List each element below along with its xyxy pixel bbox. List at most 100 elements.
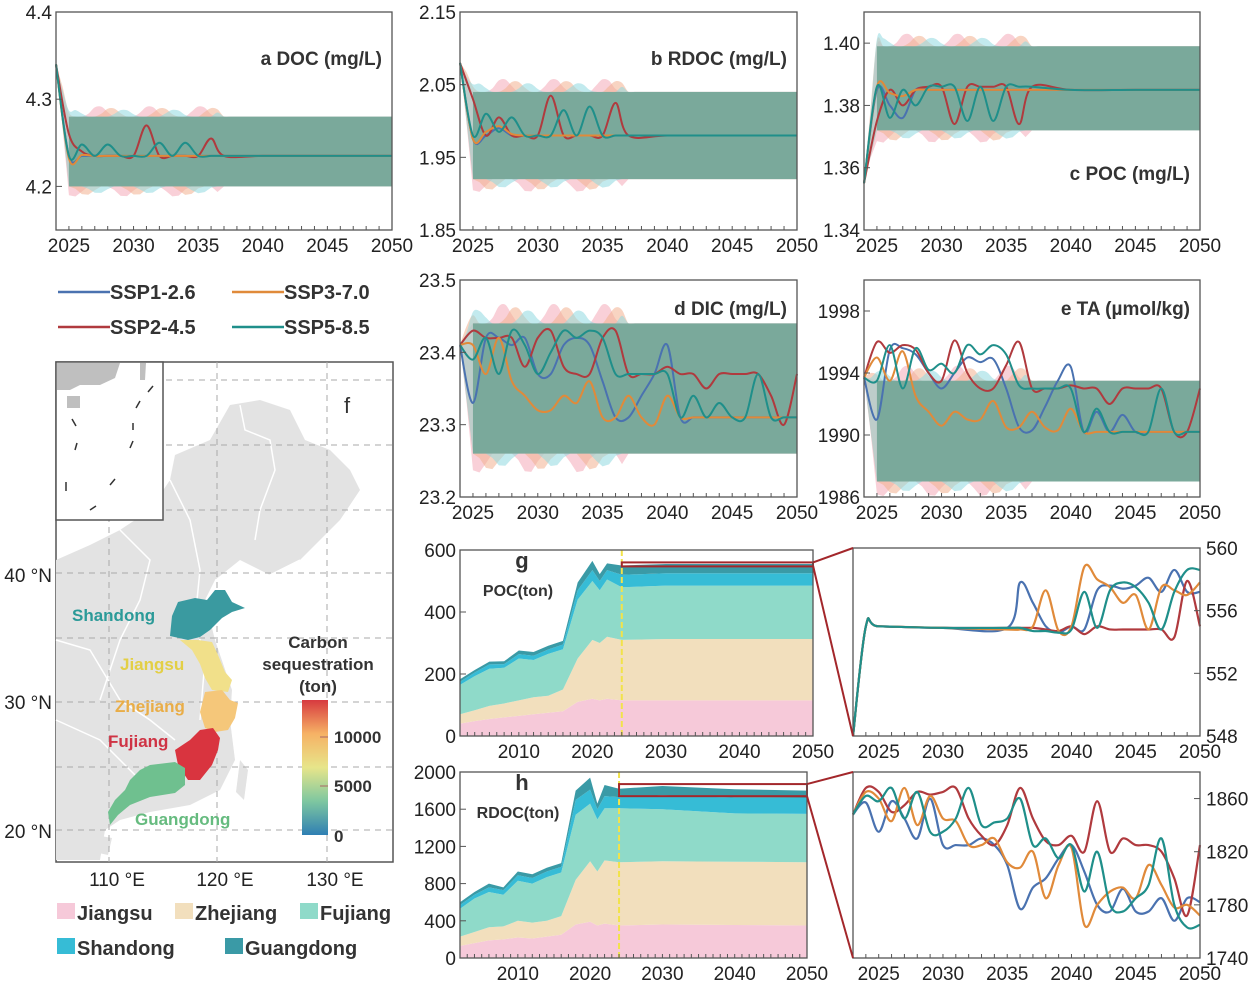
x-tick-label: 2045 — [306, 236, 348, 257]
y-tick-label: 4.3 — [26, 90, 52, 111]
x-tick-label: 2050 — [1179, 503, 1221, 524]
area-fujiang — [460, 579, 813, 715]
panel-ylabel: POC(ton) — [483, 583, 553, 600]
panel-f-label: f — [344, 393, 351, 418]
x-tick-label: 2040 — [718, 742, 760, 763]
x-tick-label: 2025 — [452, 503, 494, 524]
legend-label-zhejiang: Zhejiang — [195, 903, 277, 925]
colorbar — [302, 700, 328, 835]
x-tick-label: 2030 — [517, 236, 559, 257]
y-tick-label: 1986 — [818, 488, 860, 509]
area-jiangsu — [460, 698, 813, 736]
series-line-ssp1-2.6 — [851, 568, 1201, 737]
y-tick-label: 1860 — [1206, 790, 1248, 811]
series-line-ssp5-8.5 — [55, 64, 392, 161]
series-line-ssp1-2.6 — [852, 797, 1201, 922]
y-tick-label: 556 — [1206, 602, 1238, 623]
series-line-ssp2-4.5 — [863, 82, 1200, 184]
label-jiangsu: Jiangsu — [120, 655, 184, 674]
x-tick-label: 2020 — [569, 964, 611, 985]
inset-taiwan — [140, 363, 146, 380]
x-tick-label: 2035 — [581, 503, 623, 524]
y-tick-label: 4.4 — [26, 3, 53, 24]
x-tick-label: 2045 — [1114, 236, 1156, 257]
x-tick-label: 2035 — [985, 503, 1027, 524]
x-tick-label: 2045 — [1115, 964, 1157, 985]
x-tick-label: 2045 — [1114, 503, 1156, 524]
panel-h-rdoc-ton: 2010 2020 2030 2040 2050 0 400 800 1200 1600 2000 h… — [414, 763, 828, 985]
x-tick-label: 2050 — [1179, 742, 1221, 763]
x-tick-label: 2050 — [371, 236, 413, 257]
x-tick-label: 2010 — [497, 964, 539, 985]
y-tick-label: 2.05 — [419, 76, 456, 97]
plot-frame — [852, 547, 1201, 737]
x-tick-label: 2030 — [641, 964, 683, 985]
y-tick-label: 0 — [445, 727, 456, 748]
y-tick-label: 1200 — [414, 837, 456, 858]
zoom-connectors — [806, 547, 854, 959]
panel-title: d DIC (mg/L) — [674, 299, 787, 320]
band-overlap — [68, 116, 392, 187]
series-line-ssp5-8.5 — [863, 343, 1200, 437]
x-tick-label: 2025 — [856, 236, 898, 257]
x-tick-label: 2030 — [920, 503, 962, 524]
series-line-ssp3-7.0 — [852, 786, 1201, 928]
area-jiangsu — [460, 921, 807, 958]
province-zhejiang[interactable] — [200, 690, 238, 732]
y-tick-label: 23.3 — [419, 416, 456, 437]
area-guangdong — [460, 777, 807, 905]
colorbar-label-5000: 5000 — [334, 777, 372, 796]
x-tick-label: 2040 — [714, 964, 756, 985]
colorbar-label-10000: 10000 — [334, 728, 381, 747]
x-tick-label: 2050 — [1179, 964, 1221, 985]
map-xtick-130E: 130 °E — [306, 870, 363, 891]
area-shandong — [460, 789, 807, 909]
y-tick-label: 600 — [424, 541, 456, 562]
nine-dash-line — [65, 385, 154, 511]
series-line-ssp5-8.5 — [851, 567, 1201, 737]
x-tick-label: 2030 — [920, 236, 962, 257]
y-tick-label: 23.2 — [419, 488, 456, 509]
legend-swatch-shandong — [57, 938, 75, 954]
series-line-ssp2-4.5 — [851, 785, 1202, 918]
y-tick-label: 2.15 — [419, 3, 456, 24]
legend-swatch-zhejiang — [175, 903, 193, 919]
area-zhejiang — [460, 860, 807, 946]
panel-title: c POC (mg/L) — [1070, 164, 1190, 185]
province-jiangsu[interactable] — [180, 640, 232, 692]
x-tick-label: 2025 — [48, 236, 90, 257]
y-tick-label: 0 — [445, 949, 456, 970]
series-line-ssp3-7.0 — [459, 336, 797, 427]
connector-top — [806, 771, 854, 786]
inset-land — [57, 363, 120, 390]
series-line-ssp3-7.0 — [863, 80, 1200, 184]
series-line-ssp5-8.5 — [852, 786, 1201, 930]
panel-f-map: f Shandong Jiangsu Zhejiang Fujiang Guan… — [4, 361, 394, 891]
x-tick-label: 2040 — [1050, 503, 1092, 524]
label-fujiang: Fujiang — [108, 732, 168, 751]
y-tick-label: 200 — [424, 665, 456, 686]
y-tick-label: 1600 — [414, 800, 456, 821]
province-guangdong[interactable] — [108, 762, 185, 825]
area-guangdong — [460, 560, 813, 682]
series-line-ssp5-8.5 — [863, 83, 1200, 184]
province-shandong[interactable] — [170, 590, 245, 640]
x-tick-label: 2010 — [498, 742, 540, 763]
province-fujiang[interactable] — [175, 728, 220, 780]
province-legend: Jiangsu Zhejiang Fujiang Shandong Guangdong — [57, 903, 391, 960]
x-tick-label: 2050 — [786, 964, 828, 985]
series-line-ssp2-4.5 — [851, 579, 1202, 737]
panel-c-poc: 2025 2030 2035 2040 2045 2050 1.34 1.36 1.38 1.40… — [823, 11, 1221, 257]
band-overlap — [472, 323, 797, 454]
x-tick-label: 2050 — [776, 236, 818, 257]
legend-swatch-guangdong — [225, 938, 243, 954]
x-tick-label: 2035 — [986, 964, 1028, 985]
colorbar-title-line1: Carbon — [288, 633, 348, 652]
y-tick-label: 1740 — [1206, 949, 1248, 970]
connector-bottom — [806, 795, 854, 959]
map-ytick-40N: 40 °N — [4, 566, 52, 587]
y-tick-label: 400 — [424, 603, 456, 624]
